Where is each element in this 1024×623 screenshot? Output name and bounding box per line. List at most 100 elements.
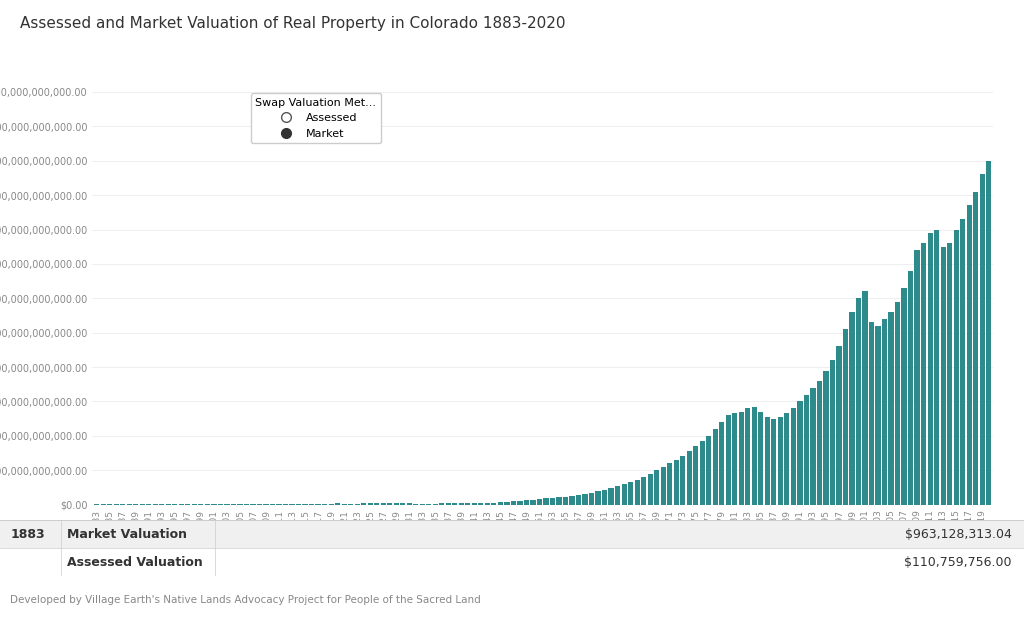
Bar	[823, 371, 828, 505]
Bar	[498, 502, 503, 505]
Bar	[843, 329, 848, 505]
Bar	[608, 488, 613, 505]
Bar	[511, 501, 516, 505]
Bar	[478, 503, 483, 505]
Bar	[667, 464, 673, 505]
Bar	[876, 326, 881, 505]
Bar	[940, 247, 946, 505]
Bar	[758, 412, 764, 505]
Bar	[947, 243, 952, 505]
Bar	[622, 484, 627, 505]
Text: $963,128,313.04: $963,128,313.04	[905, 528, 1012, 541]
Bar	[791, 408, 796, 505]
Bar	[699, 441, 705, 505]
Bar	[342, 503, 347, 505]
Bar	[771, 419, 776, 505]
Bar	[354, 503, 359, 505]
Bar	[765, 417, 770, 505]
Bar	[973, 192, 978, 505]
Bar	[745, 408, 751, 505]
Bar	[660, 467, 666, 505]
Bar	[967, 206, 972, 505]
Text: 1883: 1883	[10, 528, 45, 541]
Bar	[602, 490, 607, 505]
Bar	[0, 520, 1024, 548]
Bar	[849, 312, 855, 505]
Bar	[322, 504, 328, 505]
Bar	[335, 503, 340, 505]
Bar	[647, 473, 652, 505]
Bar	[439, 503, 444, 505]
Bar	[426, 503, 431, 505]
Bar	[628, 482, 633, 505]
Bar	[889, 312, 894, 505]
Bar	[901, 288, 906, 505]
Bar	[596, 491, 601, 505]
Bar	[798, 401, 803, 505]
Bar	[738, 412, 743, 505]
Bar	[368, 503, 373, 505]
Bar	[0, 548, 1024, 576]
Bar	[400, 503, 406, 505]
Bar	[719, 422, 724, 505]
Bar	[914, 250, 920, 505]
Bar	[817, 381, 822, 505]
Bar	[961, 219, 966, 505]
Bar	[381, 503, 386, 505]
Bar	[492, 503, 497, 505]
Bar	[953, 229, 958, 505]
Bar	[420, 503, 425, 505]
Bar	[445, 503, 451, 505]
Bar	[726, 415, 731, 505]
Bar	[641, 477, 646, 505]
Bar	[869, 322, 874, 505]
Bar	[687, 451, 692, 505]
Bar	[517, 500, 522, 505]
Bar	[928, 233, 933, 505]
Bar	[713, 429, 718, 505]
Bar	[374, 503, 379, 505]
Bar	[862, 292, 867, 505]
Bar	[829, 360, 835, 505]
Bar	[680, 457, 685, 505]
Bar	[934, 229, 939, 505]
Bar	[908, 271, 913, 505]
Text: Developed by Village Earth's Native Lands Advocacy Project for People of the Sac: Developed by Village Earth's Native Land…	[10, 594, 481, 605]
Bar	[361, 503, 367, 505]
Bar	[413, 503, 419, 505]
Bar	[810, 388, 815, 505]
Bar	[524, 500, 529, 505]
Bar	[921, 243, 927, 505]
Bar	[882, 319, 887, 505]
Bar	[504, 502, 510, 505]
Bar	[348, 503, 353, 505]
Bar	[589, 493, 594, 505]
Bar	[407, 503, 412, 505]
Text: Market Valuation: Market Valuation	[67, 528, 186, 541]
Text: Assessed Valuation: Assessed Valuation	[67, 556, 203, 569]
Bar	[537, 499, 542, 505]
Bar	[329, 503, 334, 505]
Bar	[387, 503, 392, 505]
Text: Assessed and Market Valuation of Real Property in Colorado 1883-2020: Assessed and Market Valuation of Real Pr…	[20, 16, 566, 31]
Bar	[459, 503, 464, 505]
Bar	[654, 470, 659, 505]
Bar	[530, 500, 536, 505]
Bar	[465, 503, 470, 505]
Bar	[544, 498, 549, 505]
Bar	[986, 161, 991, 505]
Legend: Assessed, Market: Assessed, Market	[251, 93, 381, 143]
Bar	[635, 480, 640, 505]
Bar	[980, 174, 985, 505]
Bar	[732, 414, 737, 505]
Bar	[856, 298, 861, 505]
Text: $110,759,756.00: $110,759,756.00	[904, 556, 1012, 569]
Bar	[484, 503, 489, 505]
Bar	[615, 487, 621, 505]
Bar	[550, 498, 555, 505]
Bar	[433, 503, 438, 505]
Bar	[707, 436, 712, 505]
Bar	[472, 503, 477, 505]
Bar	[563, 497, 568, 505]
Bar	[752, 407, 757, 505]
